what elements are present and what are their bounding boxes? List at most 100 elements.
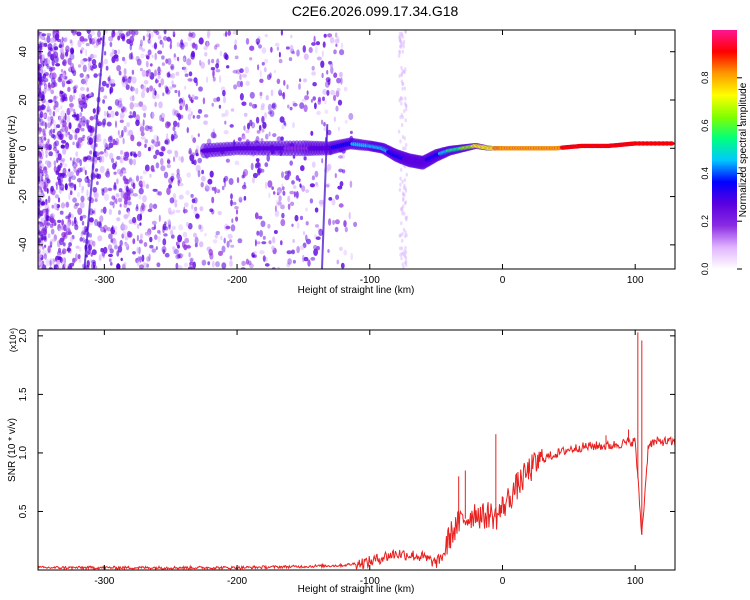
spectrogram-noise-cell	[106, 83, 110, 88]
spectrogram-noise-cell	[184, 202, 189, 208]
colorbar-tick-label: 0.0	[700, 263, 710, 276]
spectrogram-noise-cell	[228, 178, 234, 185]
spectrogram-noise-cell	[85, 119, 90, 124]
spectrogram-noise-cell	[278, 195, 282, 202]
spectrogram-noise-cell	[113, 31, 116, 37]
spectrogram-noise-cell	[191, 94, 195, 101]
y-tick-label: 1.5	[18, 387, 29, 401]
spectrogram-noise-cell	[336, 77, 341, 84]
spectrogram-noise-cell	[68, 212, 72, 217]
spectrogram-noise-cell	[207, 261, 211, 266]
spectrogram-noise-cell	[221, 113, 226, 118]
spectrogram-noise-cell	[153, 42, 158, 50]
spectrogram-noise-cell	[48, 258, 54, 265]
spectrogram-noise-cell	[90, 131, 93, 137]
spectrogram-noise-cell	[173, 156, 175, 163]
spectrogram-noise-cell	[117, 245, 123, 253]
spectrogram-noise-cell	[212, 76, 216, 82]
spectrogram-noise-cell	[187, 78, 193, 82]
spectrogram-noise-cell	[403, 249, 406, 254]
spectrogram-noise-cell	[93, 159, 97, 165]
spectrogram-noise-cell	[141, 48, 146, 52]
spectrogram-noise-cell	[404, 262, 408, 267]
spectrogram-noise-cell	[117, 100, 123, 108]
spectrogram-noise-cell	[43, 253, 48, 260]
spectrogram-noise-cell	[247, 260, 252, 266]
spectrogram-noise-cell	[48, 151, 53, 157]
spectrogram-noise-cell	[249, 119, 253, 127]
spectrogram-noise-cell	[322, 96, 325, 102]
spectrogram-noise-cell	[88, 137, 93, 145]
spectrogram-noise-cell	[326, 89, 330, 96]
spectrogram-noise-cell	[259, 230, 263, 237]
spectrogram-noise-cell	[215, 261, 220, 268]
spectrogram-noise-cell	[44, 219, 47, 227]
spectrogram-noise-cell	[84, 225, 87, 232]
spectrogram-noise-cell	[107, 76, 111, 82]
spectrogram-noise-cell	[87, 182, 91, 188]
spectrogram-noise-cell	[45, 258, 50, 267]
spectrogram-noise-cell	[80, 116, 86, 123]
spectrogram-noise-cell	[42, 113, 47, 119]
spectrogram-noise-cell	[404, 200, 408, 205]
spectrogram-noise-cell	[139, 264, 144, 269]
spectrogram-noise-cell	[299, 102, 305, 109]
spectrogram-noise-cell	[62, 148, 67, 155]
spectrogram-noise-cell	[228, 239, 233, 243]
spectrogram-noise-cell	[405, 142, 408, 147]
spectrogram-noise-cell	[183, 262, 189, 268]
spectrogram-noise-cell	[41, 201, 45, 206]
spectrogram-noise-cell	[195, 164, 201, 173]
spectrogram-noise-cell	[263, 66, 267, 73]
spectrogram-noise-cell	[172, 134, 178, 139]
spectrogram-noise-cell	[116, 217, 121, 222]
figure-title: C2E6.2026.099.17.34.G18	[292, 3, 459, 19]
spectrogram-noise-cell	[147, 208, 153, 213]
spectrogram-noise-cell	[349, 130, 353, 135]
spectrogram-noise-cell	[40, 234, 44, 241]
spectrogram-noise-cell	[136, 204, 139, 210]
spectrogram-noise-cell	[130, 152, 133, 157]
spectrogram-noise-cell	[172, 30, 176, 36]
spectrogram-noise-cell	[281, 171, 284, 179]
spectrogram-noise-cell	[123, 178, 129, 185]
spectrogram-noise-cell	[151, 128, 154, 133]
spectrogram-noise-cell	[197, 157, 202, 164]
spectrogram-noise-cell	[188, 32, 194, 37]
spectrogram-noise-cell	[79, 117, 83, 123]
spectrogram-noise-cell	[138, 187, 144, 195]
spectrogram-noise-cell	[43, 83, 48, 90]
spectrogram-noise-cell	[153, 154, 158, 159]
x-tick-label: 100	[627, 576, 644, 587]
spectrogram-noise-cell	[129, 158, 133, 166]
spectrogram-noise-cell	[80, 106, 83, 113]
spectrogram-noise-cell	[401, 69, 404, 73]
spectrogram-noise-cell	[54, 46, 59, 51]
spectrogram-noise-cell	[190, 258, 194, 264]
spectrogram-noise-cell	[113, 196, 116, 204]
spectrogram-noise-cell	[143, 79, 149, 85]
spectrogram-noise-cell	[188, 147, 192, 155]
spectrogram-noise-cell	[120, 155, 123, 164]
spectrogram-noise-cell	[221, 262, 227, 269]
spectrogram-noise-cell	[41, 227, 47, 236]
spectrogram-noise-cell	[186, 58, 192, 66]
spectrogram-noise-cell	[45, 141, 51, 149]
spectrogram-noise-cell	[136, 141, 142, 147]
spectrogram-noise-cell	[288, 57, 293, 62]
spectrogram-noise-cell	[39, 51, 41, 57]
spectrogram-noise-cell	[266, 74, 272, 81]
spectrogram-noise-cell	[118, 210, 121, 215]
spectrogram-noise-cell	[249, 263, 254, 269]
spectrogram-noise-cell	[238, 196, 242, 200]
spectrogram-noise-cell	[271, 245, 275, 251]
spectrogram-noise-cell	[276, 78, 281, 85]
spectrogram-noise-cell	[126, 122, 131, 128]
spectrogram-noise-cell	[322, 41, 326, 48]
spectrogram-noise-cell	[79, 73, 84, 78]
spectrogram-noise-cell	[142, 119, 145, 127]
spectrogram-noise-cell	[124, 199, 128, 205]
spectrogram-noise-cell	[47, 122, 51, 129]
spectrogram-noise-cell	[223, 130, 229, 135]
spectrogram-noise-cell	[103, 138, 107, 146]
